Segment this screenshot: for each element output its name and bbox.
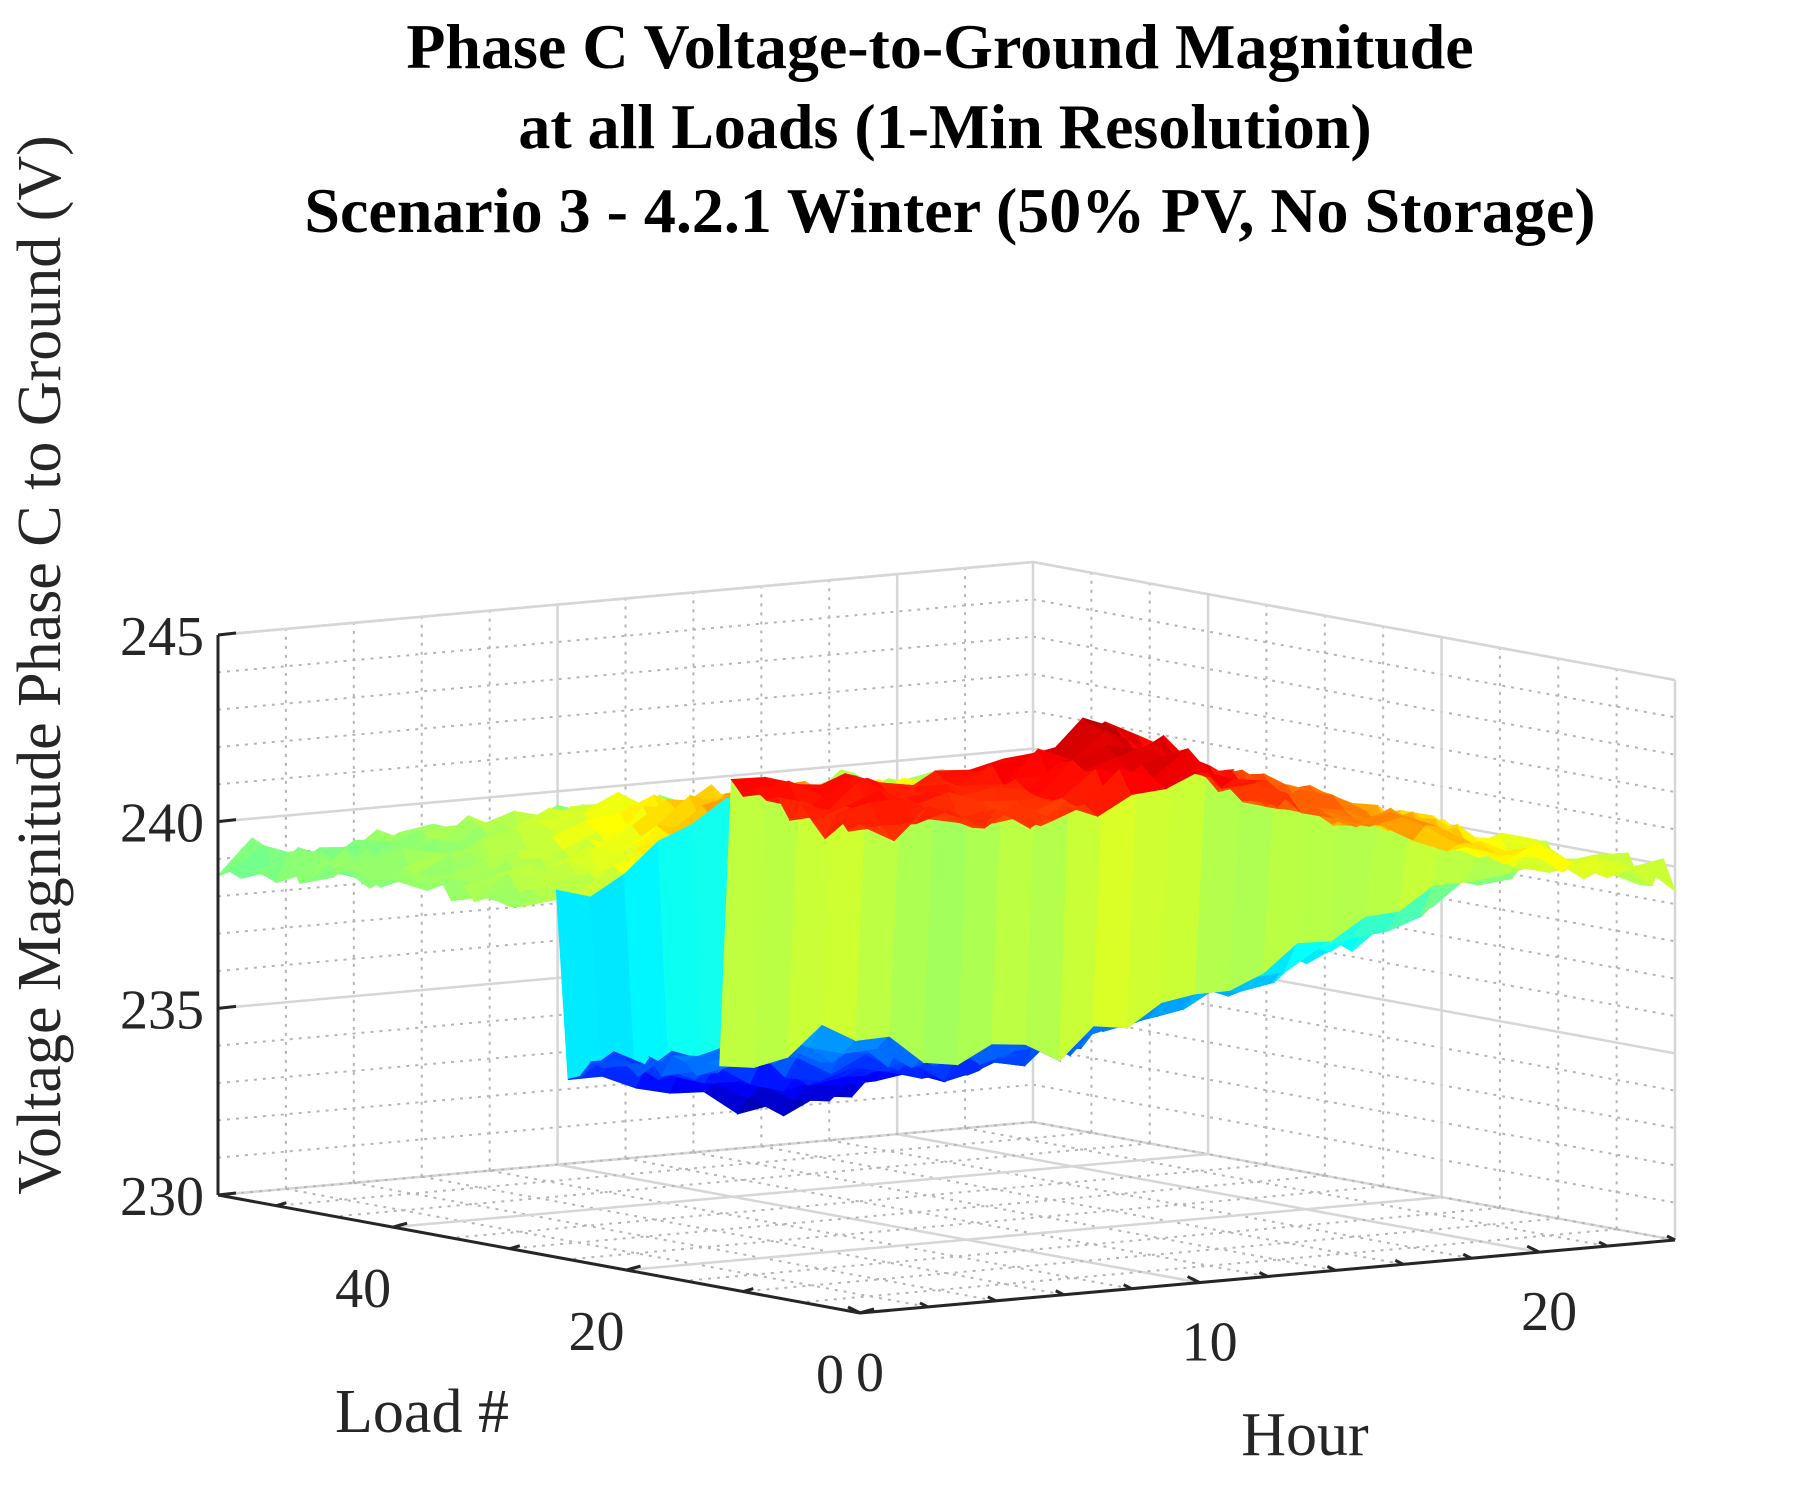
grid-line xyxy=(217,897,1034,972)
grid-line xyxy=(557,1163,1200,1284)
x-minor-tick xyxy=(1598,1240,1608,1248)
grid-line xyxy=(1032,1083,1676,1204)
grid-line xyxy=(1032,1121,1676,1241)
grid-line xyxy=(743,1217,1559,1293)
box-edge xyxy=(217,560,1034,637)
grid-line xyxy=(1032,1009,1676,1129)
y-minor-tick xyxy=(392,1222,404,1229)
grid-line xyxy=(334,1142,1150,1218)
grid-line xyxy=(626,1195,1442,1272)
grid-line xyxy=(489,1169,1132,1290)
y-minor-tick xyxy=(509,1244,521,1251)
x-minor-tick xyxy=(1122,1283,1133,1291)
z-tick xyxy=(217,818,237,824)
chart-title-line-3: Scenario 3 - 4.2.1 Winter (50% PV, No St… xyxy=(304,175,1595,246)
y-tick-label: 40 xyxy=(335,1258,391,1320)
x-minor-tick xyxy=(1190,1277,1201,1284)
x-minor-tick xyxy=(1530,1246,1540,1254)
x-minor-tick xyxy=(851,1307,861,1315)
z-tick-label: 235 xyxy=(120,979,204,1041)
grid-line xyxy=(829,1139,1472,1260)
surface-plot xyxy=(217,717,1677,1117)
z-tick xyxy=(217,631,237,637)
z-tick xyxy=(217,1191,237,1197)
y-minor-tick xyxy=(742,1287,754,1293)
y-minor-tick xyxy=(859,1308,871,1315)
x-minor-tick xyxy=(1666,1234,1676,1242)
grid-line xyxy=(421,1175,1064,1296)
y-minor-tick xyxy=(626,1265,637,1272)
grid-line xyxy=(353,1181,997,1302)
y-tick-label: 20 xyxy=(569,1301,625,1363)
y-tick-label: 0 xyxy=(816,1344,844,1406)
chart-title-line-2: at all Loads (1-Min Resolution) xyxy=(518,91,1371,162)
grid-line xyxy=(392,1152,1209,1229)
grid-line xyxy=(693,1151,1336,1272)
grid-line xyxy=(896,1132,1540,1254)
z-tick-label: 240 xyxy=(120,793,204,855)
x-tick-label: 10 xyxy=(1182,1312,1238,1374)
grid-line xyxy=(217,1121,1034,1196)
x-minor-tick xyxy=(1462,1252,1472,1260)
grid-line xyxy=(1032,598,1676,719)
grid-line xyxy=(801,1228,1617,1304)
chart-title: Phase C Voltage-to-Ground Magnitude at a… xyxy=(304,11,1595,246)
x-minor-tick xyxy=(1326,1265,1337,1272)
z-axis-label: Voltage Magnitude Phase C to Ground (V) xyxy=(6,135,74,1195)
y-axis-label: Load # xyxy=(335,1378,509,1446)
x-minor-tick xyxy=(1394,1258,1405,1266)
grid-line xyxy=(217,710,1034,786)
x-minor-tick xyxy=(987,1295,997,1303)
grid-line xyxy=(1032,710,1676,831)
z-tick-label: 230 xyxy=(120,1166,204,1228)
grid-line xyxy=(276,1131,1092,1207)
tick-labels: 230 235 240 245 0 20 40 0 10 20 xyxy=(120,606,1577,1406)
grid-line xyxy=(285,1187,929,1308)
y-minor-tick xyxy=(275,1201,287,1208)
grid-line xyxy=(217,673,1034,748)
grid-line xyxy=(625,1157,1268,1278)
x-tick-label: 20 xyxy=(1521,1281,1577,1343)
box-edge xyxy=(1032,560,1676,682)
grid-line xyxy=(568,1185,1384,1261)
axes-frame xyxy=(216,631,1676,1315)
grid-line xyxy=(761,1145,1404,1266)
x-minor-tick xyxy=(919,1301,929,1309)
surface-patch xyxy=(1629,858,1677,893)
grid-line xyxy=(217,1009,1034,1084)
grid-line xyxy=(1032,635,1676,756)
grid-line xyxy=(1032,673,1676,793)
grid-line xyxy=(684,1206,1500,1282)
grid-line xyxy=(1032,1046,1676,1167)
grid-line xyxy=(964,1127,1608,1248)
x-axis-label: Hour xyxy=(1241,1401,1369,1469)
chart-title-line-1: Phase C Voltage-to-Ground Magnitude xyxy=(406,11,1473,82)
grid-line xyxy=(451,1163,1267,1239)
x-minor-tick xyxy=(1055,1289,1065,1297)
grid-line xyxy=(509,1174,1325,1250)
x-tick-label: 0 xyxy=(856,1342,884,1404)
z-tick-label: 245 xyxy=(120,606,204,668)
grid-line xyxy=(217,635,1034,711)
x-minor-tick xyxy=(1258,1271,1269,1278)
grid-line xyxy=(217,971,1034,1047)
y-axis-line xyxy=(217,1193,861,1315)
z-tick xyxy=(217,1004,237,1010)
